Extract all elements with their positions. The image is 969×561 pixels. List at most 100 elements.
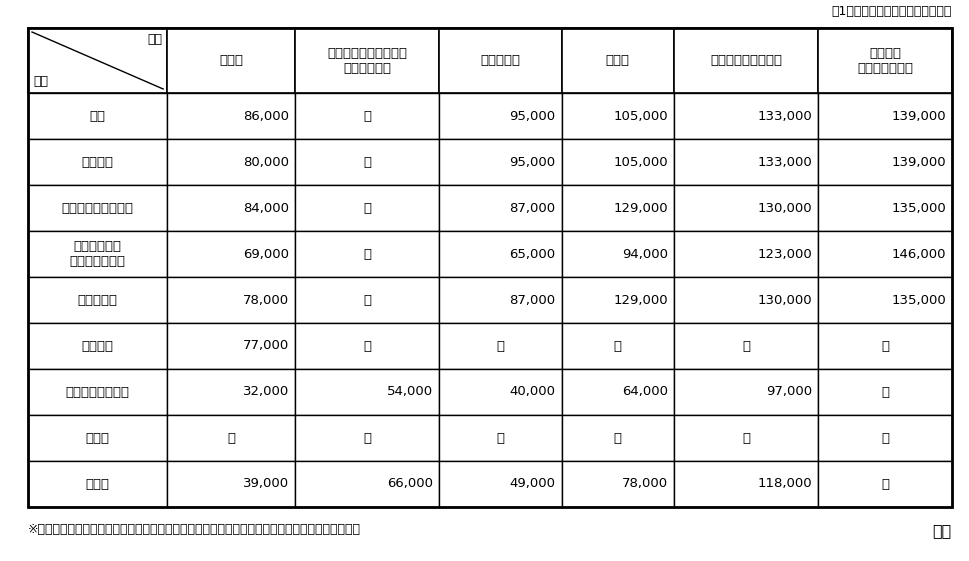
Bar bbox=[673, 369, 818, 415]
Text: 97,000: 97,000 bbox=[766, 385, 811, 398]
Text: ※　本基準により難い場合は，類似する建物との均衡を考慮し個別具体的に認定することとする。: ※ 本基準により難い場合は，類似する建物との均衡を考慮し個別具体的に認定すること… bbox=[28, 523, 360, 536]
Text: 105,000: 105,000 bbox=[612, 109, 667, 122]
Bar bbox=[296, 93, 438, 139]
Text: れんが造・コンクリー
トブロック造: れんが造・コンクリー トブロック造 bbox=[327, 47, 407, 75]
Text: 133,000: 133,000 bbox=[757, 155, 811, 168]
Bar bbox=[167, 139, 296, 185]
Text: 65,000: 65,000 bbox=[509, 247, 555, 260]
Text: －: － bbox=[613, 431, 621, 444]
Text: 土　蔵: 土 蔵 bbox=[85, 431, 109, 444]
Bar bbox=[818, 323, 951, 369]
Text: 共同住宅: 共同住宅 bbox=[81, 155, 113, 168]
Bar bbox=[28, 461, 167, 507]
Text: 64,000: 64,000 bbox=[621, 385, 667, 398]
Bar bbox=[296, 139, 438, 185]
Bar bbox=[673, 28, 818, 93]
Bar bbox=[438, 415, 561, 461]
Text: 135,000: 135,000 bbox=[891, 293, 945, 306]
Bar bbox=[561, 277, 673, 323]
Text: －: － bbox=[880, 477, 889, 490]
Bar bbox=[28, 231, 167, 277]
Text: 84,000: 84,000 bbox=[243, 201, 289, 214]
Text: －: － bbox=[741, 431, 749, 444]
Text: －: － bbox=[496, 431, 504, 444]
Text: 居宅: 居宅 bbox=[89, 109, 106, 122]
Bar bbox=[438, 185, 561, 231]
Bar bbox=[561, 93, 673, 139]
Bar bbox=[28, 28, 167, 93]
Text: 66,000: 66,000 bbox=[387, 477, 432, 490]
Bar bbox=[167, 185, 296, 231]
Bar bbox=[673, 185, 818, 231]
Bar bbox=[438, 139, 561, 185]
Bar bbox=[673, 277, 818, 323]
Text: 69,000: 69,000 bbox=[243, 247, 289, 260]
Text: 公衆浴場: 公衆浴場 bbox=[81, 339, 113, 352]
Bar bbox=[673, 139, 818, 185]
Bar bbox=[673, 461, 818, 507]
Bar bbox=[167, 461, 296, 507]
Bar bbox=[438, 277, 561, 323]
Bar bbox=[28, 93, 167, 139]
Bar bbox=[167, 369, 296, 415]
Bar bbox=[438, 93, 561, 139]
Text: 32,000: 32,000 bbox=[243, 385, 289, 398]
Bar bbox=[167, 28, 296, 93]
Bar bbox=[167, 231, 296, 277]
Text: 139,000: 139,000 bbox=[891, 109, 945, 122]
Text: 78,000: 78,000 bbox=[243, 293, 289, 306]
Bar bbox=[818, 369, 951, 415]
Text: －: － bbox=[741, 339, 749, 352]
Bar bbox=[28, 323, 167, 369]
Bar bbox=[561, 185, 673, 231]
Bar bbox=[438, 461, 561, 507]
Text: 95,000: 95,000 bbox=[509, 155, 555, 168]
Text: －: － bbox=[362, 155, 371, 168]
Bar bbox=[673, 323, 818, 369]
Bar bbox=[438, 369, 561, 415]
Text: －: － bbox=[880, 385, 889, 398]
Text: 78,000: 78,000 bbox=[621, 477, 667, 490]
Text: 木　造: 木 造 bbox=[219, 54, 243, 67]
Text: －: － bbox=[362, 293, 371, 306]
Bar bbox=[167, 93, 296, 139]
Text: 39,000: 39,000 bbox=[243, 477, 289, 490]
Text: 工場・倉庫・市場: 工場・倉庫・市場 bbox=[66, 385, 130, 398]
Bar bbox=[296, 28, 438, 93]
Text: 宮城: 宮城 bbox=[932, 523, 951, 538]
Bar bbox=[167, 323, 296, 369]
Text: 94,000: 94,000 bbox=[621, 247, 667, 260]
Bar bbox=[818, 139, 951, 185]
Text: 附属家: 附属家 bbox=[85, 477, 109, 490]
Text: －: － bbox=[496, 339, 504, 352]
Text: （1平方メートル単価・単位：円）: （1平方メートル単価・単位：円） bbox=[830, 5, 951, 18]
Text: 95,000: 95,000 bbox=[509, 109, 555, 122]
Text: 店舗・事務所
・百貨店・銀行: 店舗・事務所 ・百貨店・銀行 bbox=[70, 240, 125, 268]
Text: 129,000: 129,000 bbox=[612, 201, 667, 214]
Bar bbox=[438, 231, 561, 277]
Text: 87,000: 87,000 bbox=[509, 293, 555, 306]
Text: 146,000: 146,000 bbox=[891, 247, 945, 260]
Bar bbox=[818, 231, 951, 277]
Bar bbox=[673, 93, 818, 139]
Bar bbox=[818, 28, 951, 93]
Text: －: － bbox=[613, 339, 621, 352]
Bar bbox=[167, 415, 296, 461]
Bar bbox=[561, 28, 673, 93]
Bar bbox=[561, 231, 673, 277]
Bar bbox=[818, 415, 951, 461]
Bar bbox=[561, 323, 673, 369]
Bar bbox=[296, 461, 438, 507]
Bar bbox=[28, 369, 167, 415]
Bar bbox=[818, 277, 951, 323]
Bar bbox=[438, 28, 561, 93]
Bar bbox=[561, 369, 673, 415]
Bar bbox=[28, 415, 167, 461]
Text: 123,000: 123,000 bbox=[757, 247, 811, 260]
Text: －: － bbox=[362, 109, 371, 122]
Bar bbox=[296, 369, 438, 415]
Text: 54,000: 54,000 bbox=[387, 385, 432, 398]
Text: 40,000: 40,000 bbox=[510, 385, 555, 398]
Text: 鉄骨造: 鉄骨造 bbox=[605, 54, 629, 67]
Text: －: － bbox=[362, 247, 371, 260]
